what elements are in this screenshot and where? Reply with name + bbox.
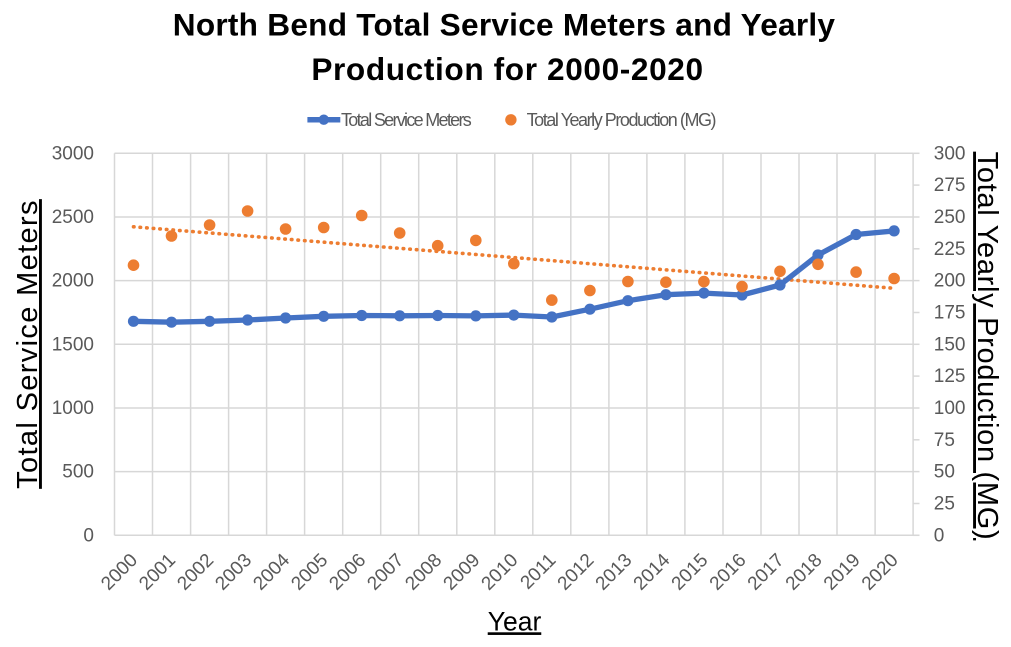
svg-text:100: 100 xyxy=(934,398,966,419)
svg-text:225: 225 xyxy=(934,239,966,260)
svg-text:Total Yearly Production (MG): Total Yearly Production (MG) xyxy=(971,152,1003,541)
svg-text:Total Yearly Production (MG): Total Yearly Production (MG) xyxy=(527,110,716,130)
svg-text:0: 0 xyxy=(83,525,94,546)
svg-text:275: 275 xyxy=(934,175,966,196)
svg-text:Total Service Meters: Total Service Meters xyxy=(12,199,44,489)
svg-text:Year: Year xyxy=(488,606,542,636)
svg-text:0: 0 xyxy=(934,525,945,546)
svg-text:200: 200 xyxy=(934,271,966,292)
svg-text:175: 175 xyxy=(934,303,966,324)
svg-text:500: 500 xyxy=(62,462,94,483)
svg-text:150: 150 xyxy=(934,334,966,355)
svg-text:75: 75 xyxy=(934,430,955,451)
svg-text:3000: 3000 xyxy=(52,143,94,164)
svg-text:North Bend Total Service Meter: North Bend Total Service Meters and Year… xyxy=(173,7,836,43)
svg-text:2500: 2500 xyxy=(52,207,94,228)
svg-text:50: 50 xyxy=(934,462,955,483)
svg-text:Total Service Meters: Total Service Meters xyxy=(341,110,472,130)
svg-text:1500: 1500 xyxy=(52,334,94,355)
svg-text:1000: 1000 xyxy=(52,398,94,419)
svg-text:125: 125 xyxy=(934,366,966,387)
svg-text:300: 300 xyxy=(934,143,966,164)
svg-text:25: 25 xyxy=(934,494,955,515)
svg-text:250: 250 xyxy=(934,207,966,228)
svg-text:2000: 2000 xyxy=(52,271,94,292)
svg-text:Production for 2000-2020: Production for 2000-2020 xyxy=(311,51,703,87)
